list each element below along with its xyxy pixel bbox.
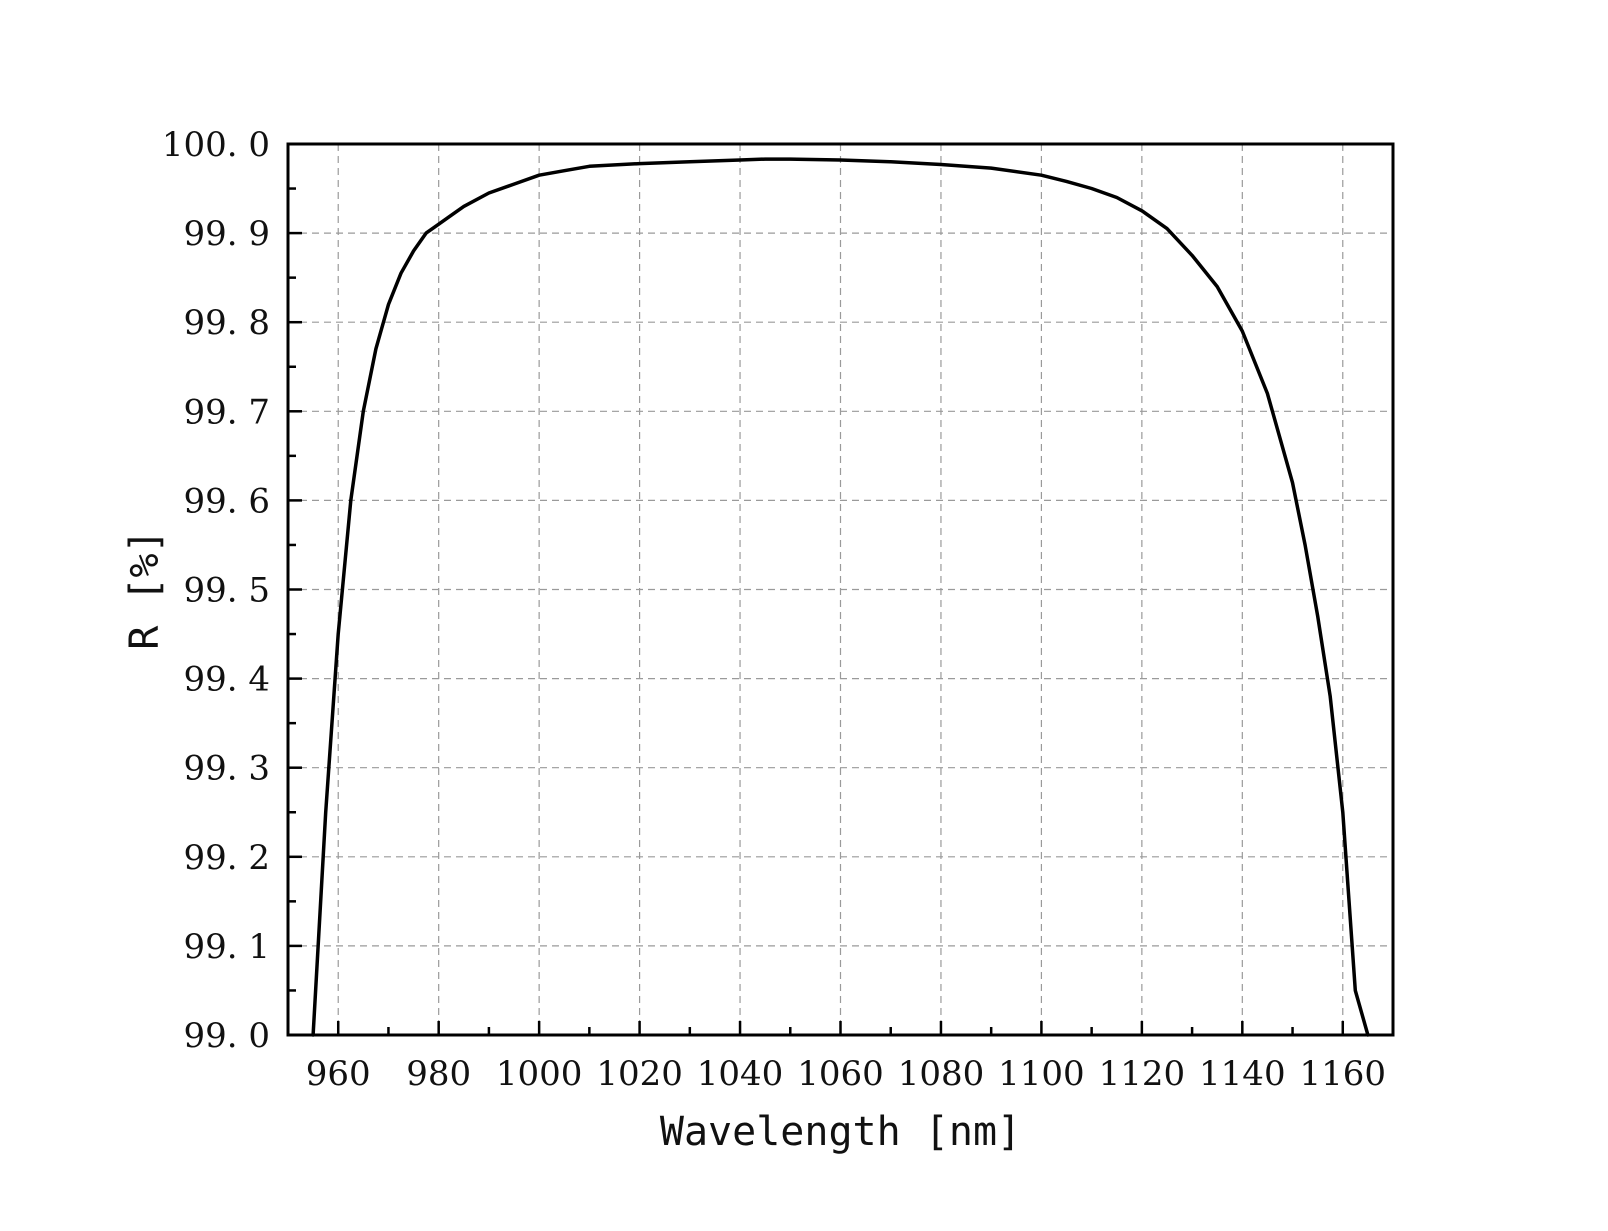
x-tick-label: 1160 [1300,1054,1387,1094]
y-axis-title: R [%] [122,529,168,649]
y-tick-label: 99. 8 [183,303,270,343]
x-tick-label: 1080 [898,1054,985,1094]
grid-layer [288,144,1393,1035]
x-tick-label: 1100 [998,1054,1085,1094]
y-tick-label: 100. 0 [162,125,270,165]
tick-label-layer: 960 980 1000 1020 1040 1060 1080 1100 1120 1140 11… [162,125,1386,1094]
tick-layer [286,142,1395,1037]
y-tick-label: 99. 7 [183,392,270,432]
y-tick-label: 99. 2 [183,838,270,878]
x-tick-label: 1140 [1199,1054,1286,1094]
y-tick-label: 99. 0 [183,1016,270,1056]
y-tick-label: 99. 6 [183,481,270,521]
y-tick-label: 99. 9 [183,214,270,254]
y-tick-label: 99. 1 [183,927,270,967]
y-tick-label: 99. 5 [183,571,270,611]
x-tick-label: 1040 [697,1054,784,1094]
x-tick-label: 1020 [596,1054,683,1094]
y-tick-label: 99. 4 [183,660,270,700]
reflectance-curve [311,157,1370,1037]
x-tick-label: 980 [406,1054,471,1094]
y-tick-label: 99. 3 [183,749,270,789]
x-tick-label: 1060 [797,1054,884,1094]
series-layer [311,157,1370,1037]
x-axis-title: Wavelength [nm] [660,1109,1021,1155]
x-tick-label: 1120 [1099,1054,1186,1094]
x-tick-label: 1000 [496,1054,583,1094]
x-tick-label: 960 [306,1054,371,1094]
